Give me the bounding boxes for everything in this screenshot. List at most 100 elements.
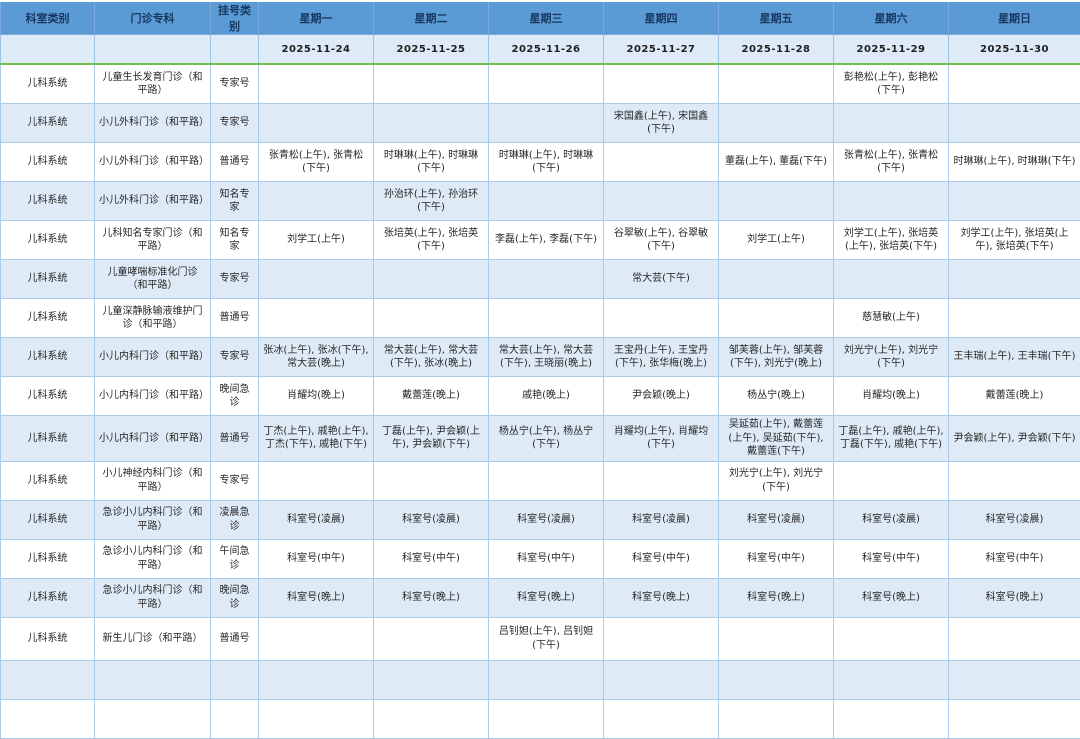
schedule-cell[interactable]: 科室号(晚上) bbox=[834, 578, 949, 617]
schedule-cell[interactable] bbox=[604, 660, 719, 699]
schedule-cell[interactable] bbox=[374, 299, 489, 338]
schedule-cell[interactable]: 科室号(中午) bbox=[259, 539, 374, 578]
schedule-cell[interactable] bbox=[949, 617, 1080, 660]
schedule-cell[interactable]: 肖耀均(上午), 肖耀均(下午) bbox=[604, 416, 719, 462]
schedule-cell[interactable]: 孙治环(上午), 孙治环(下午) bbox=[374, 182, 489, 221]
schedule-cell[interactable] bbox=[374, 104, 489, 143]
schedule-cell[interactable] bbox=[604, 617, 719, 660]
schedule-cell[interactable]: 时琳琳(上午), 时琳琳(下午) bbox=[489, 143, 604, 182]
schedule-cell[interactable]: 邹芙蓉(上午), 邹芙蓉(下午), 刘光宁(晚上) bbox=[719, 338, 834, 377]
schedule-cell[interactable]: 张青松(上午), 张青松(下午) bbox=[259, 143, 374, 182]
schedule-cell[interactable]: 科室号(凌晨) bbox=[489, 500, 604, 539]
schedule-cell[interactable] bbox=[259, 617, 374, 660]
schedule-cell[interactable] bbox=[719, 104, 834, 143]
schedule-cell[interactable] bbox=[949, 299, 1080, 338]
schedule-cell[interactable] bbox=[604, 182, 719, 221]
schedule-cell[interactable]: 科室号(中午) bbox=[834, 539, 949, 578]
schedule-cell[interactable] bbox=[719, 260, 834, 299]
schedule-cell[interactable]: 杨丛宁(晚上) bbox=[719, 377, 834, 416]
schedule-cell[interactable] bbox=[259, 660, 374, 699]
schedule-cell[interactable] bbox=[834, 660, 949, 699]
schedule-cell[interactable] bbox=[489, 699, 604, 738]
schedule-cell[interactable]: 尹会颖(晚上) bbox=[604, 377, 719, 416]
schedule-cell[interactable] bbox=[949, 260, 1080, 299]
schedule-cell[interactable] bbox=[949, 461, 1080, 500]
schedule-cell[interactable] bbox=[489, 660, 604, 699]
schedule-cell[interactable]: 科室号(凌晨) bbox=[374, 500, 489, 539]
schedule-cell[interactable] bbox=[834, 699, 949, 738]
schedule-cell[interactable]: 彭艳松(上午), 彭艳松(下午) bbox=[834, 64, 949, 104]
schedule-cell[interactable] bbox=[259, 182, 374, 221]
schedule-cell[interactable] bbox=[604, 143, 719, 182]
schedule-cell[interactable]: 科室号(凌晨) bbox=[259, 500, 374, 539]
schedule-cell[interactable] bbox=[259, 299, 374, 338]
schedule-cell[interactable] bbox=[374, 699, 489, 738]
schedule-cell[interactable]: 科室号(凌晨) bbox=[949, 500, 1080, 539]
schedule-cell[interactable]: 董磊(上午), 董磊(下午) bbox=[719, 143, 834, 182]
schedule-cell[interactable]: 刘学工(上午) bbox=[259, 221, 374, 260]
schedule-cell[interactable]: 张冰(上午), 张冰(下午), 常大芸(晚上) bbox=[259, 338, 374, 377]
schedule-cell[interactable] bbox=[949, 64, 1080, 104]
schedule-cell[interactable]: 戴蕾莲(晚上) bbox=[374, 377, 489, 416]
schedule-cell[interactable]: 丁杰(上午), 戚艳(上午), 丁杰(下午), 戚艳(下午) bbox=[259, 416, 374, 462]
schedule-cell[interactable] bbox=[489, 104, 604, 143]
schedule-cell[interactable]: 戚艳(晚上) bbox=[489, 377, 604, 416]
schedule-cell[interactable] bbox=[719, 699, 834, 738]
schedule-cell[interactable] bbox=[374, 617, 489, 660]
schedule-cell[interactable]: 科室号(中午) bbox=[949, 539, 1080, 578]
schedule-cell[interactable]: 杨丛宁(上午), 杨丛宁(下午) bbox=[489, 416, 604, 462]
schedule-cell[interactable]: 李磊(上午), 李磊(下午) bbox=[489, 221, 604, 260]
schedule-cell[interactable] bbox=[834, 182, 949, 221]
schedule-cell[interactable]: 科室号(晚上) bbox=[949, 578, 1080, 617]
schedule-cell[interactable] bbox=[489, 260, 604, 299]
schedule-cell[interactable]: 常大芸(下午) bbox=[604, 260, 719, 299]
schedule-cell[interactable] bbox=[374, 461, 489, 500]
schedule-cell[interactable]: 肖耀均(晚上) bbox=[834, 377, 949, 416]
schedule-cell[interactable]: 科室号(中午) bbox=[489, 539, 604, 578]
schedule-cell[interactable]: 科室号(凌晨) bbox=[834, 500, 949, 539]
schedule-cell[interactable]: 慈慧敏(上午) bbox=[834, 299, 949, 338]
schedule-cell[interactable]: 常大芸(上午), 常大芸(下午), 张冰(晚上) bbox=[374, 338, 489, 377]
schedule-cell[interactable] bbox=[719, 617, 834, 660]
schedule-cell[interactable] bbox=[949, 699, 1080, 738]
schedule-cell[interactable]: 科室号(凌晨) bbox=[719, 500, 834, 539]
schedule-cell[interactable]: 张青松(上午), 张青松(下午) bbox=[834, 143, 949, 182]
schedule-cell[interactable]: 刘光宁(上午), 刘光宁(下午) bbox=[834, 338, 949, 377]
schedule-cell[interactable] bbox=[489, 299, 604, 338]
schedule-cell[interactable]: 时琳琳(上午), 时琳琳(下午) bbox=[374, 143, 489, 182]
schedule-cell[interactable]: 刘学工(上午) bbox=[719, 221, 834, 260]
schedule-cell[interactable] bbox=[604, 699, 719, 738]
schedule-cell[interactable] bbox=[374, 64, 489, 104]
schedule-cell[interactable] bbox=[949, 104, 1080, 143]
schedule-cell[interactable] bbox=[259, 699, 374, 738]
schedule-cell[interactable] bbox=[374, 260, 489, 299]
schedule-cell[interactable] bbox=[489, 64, 604, 104]
schedule-cell[interactable] bbox=[259, 64, 374, 104]
schedule-cell[interactable]: 时琳琳(上午), 时琳琳(下午) bbox=[949, 143, 1080, 182]
schedule-cell[interactable]: 戴蕾莲(晚上) bbox=[949, 377, 1080, 416]
schedule-cell[interactable] bbox=[259, 104, 374, 143]
schedule-cell[interactable] bbox=[489, 182, 604, 221]
schedule-cell[interactable]: 科室号(中午) bbox=[374, 539, 489, 578]
schedule-cell[interactable]: 科室号(中午) bbox=[719, 539, 834, 578]
schedule-cell[interactable]: 科室号(晚上) bbox=[604, 578, 719, 617]
schedule-cell[interactable] bbox=[489, 461, 604, 500]
schedule-cell[interactable] bbox=[719, 299, 834, 338]
schedule-cell[interactable]: 丁磊(上午), 戚艳(上午), 丁磊(下午), 戚艳(下午) bbox=[834, 416, 949, 462]
schedule-cell[interactable] bbox=[374, 660, 489, 699]
schedule-cell[interactable] bbox=[259, 260, 374, 299]
schedule-cell[interactable] bbox=[604, 461, 719, 500]
schedule-cell[interactable]: 刘光宁(上午), 刘光宁(下午) bbox=[719, 461, 834, 500]
schedule-cell[interactable]: 尹会颖(上午), 尹会颖(下午) bbox=[949, 416, 1080, 462]
schedule-cell[interactable] bbox=[719, 64, 834, 104]
schedule-cell[interactable]: 科室号(凌晨) bbox=[604, 500, 719, 539]
schedule-cell[interactable]: 常大芸(上午), 常大芸(下午), 王晓丽(晚上) bbox=[489, 338, 604, 377]
schedule-cell[interactable]: 科室号(晚上) bbox=[719, 578, 834, 617]
schedule-cell[interactable]: 刘学工(上午), 张培英(上午), 张培英(下午) bbox=[834, 221, 949, 260]
schedule-cell[interactable]: 科室号(晚上) bbox=[489, 578, 604, 617]
schedule-cell[interactable]: 丁磊(上午), 尹会颖(上午), 尹会颖(下午) bbox=[374, 416, 489, 462]
schedule-cell[interactable] bbox=[834, 260, 949, 299]
schedule-cell[interactable]: 刘学工(上午), 张培英(上午), 张培英(下午) bbox=[949, 221, 1080, 260]
schedule-cell[interactable] bbox=[949, 182, 1080, 221]
schedule-cell[interactable]: 王宝丹(上午), 王宝丹(下午), 张华梅(晚上) bbox=[604, 338, 719, 377]
